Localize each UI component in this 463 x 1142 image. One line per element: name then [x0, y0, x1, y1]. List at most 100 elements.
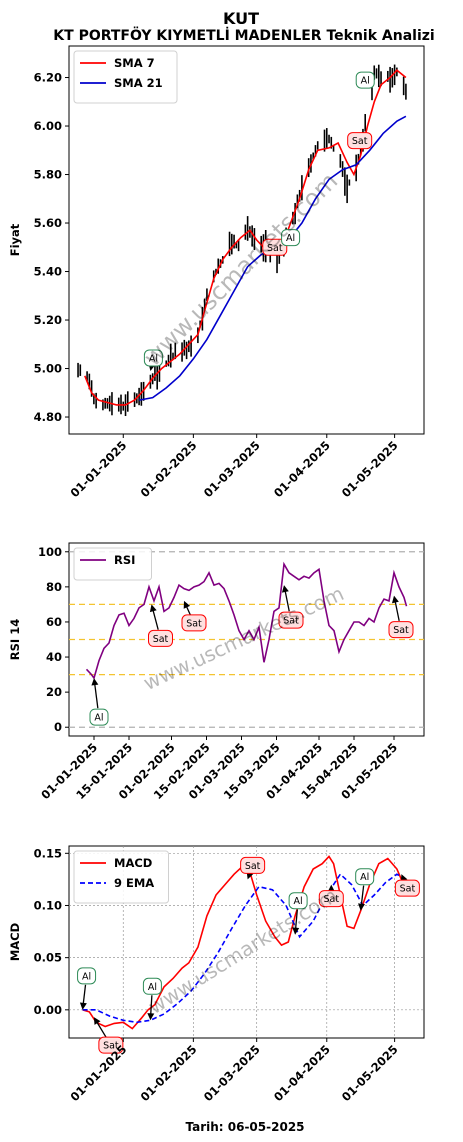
sell-signal-label: Sat [400, 884, 416, 895]
macd-frame [68, 845, 425, 1039]
rsi-ytick-label: 0 [54, 720, 62, 734]
sell-signal-label: Sat [103, 1041, 119, 1052]
buy-signal-box [355, 868, 375, 886]
buy-signal-box [281, 229, 301, 247]
price-ytick-label: 6.20 [34, 71, 62, 85]
buy-signal-box [142, 977, 162, 995]
sell-signal-box [347, 132, 373, 150]
sell-signal-label: Sat [393, 625, 409, 636]
signal-arrow-head [91, 678, 99, 686]
macd-legend-box [73, 850, 169, 904]
price-ytick-label: 6.00 [34, 119, 62, 133]
sell-signal-box [278, 611, 304, 629]
sell-signal-label: Sat [186, 618, 202, 629]
price-ylabel: Fiyat [8, 223, 22, 256]
chart-title: KUT [223, 9, 259, 28]
sell-signal-label: Sat [283, 616, 299, 627]
macd-xtick-label: 01-05-2025 [339, 1042, 401, 1104]
buy-signal-label: Al [82, 971, 91, 982]
macd-legend-label: 9 EMA [114, 876, 154, 890]
buy-signal-box [89, 708, 109, 726]
price-legend-label: SMA 7 [114, 56, 155, 70]
buy-signal-box [77, 967, 97, 985]
macd-xtick-label: 01-02-2025 [138, 1042, 200, 1104]
price-legend-label: SMA 21 [114, 76, 163, 90]
watermark-text: www.uscmarkets.com [138, 167, 343, 372]
rsi-legend-box [73, 547, 152, 581]
sell-signal-box [240, 856, 266, 874]
price-xtick-label: 01-04-2025 [271, 438, 333, 500]
signal-arrow-head [281, 585, 289, 593]
buy-signal-box [288, 892, 308, 910]
rsi-ylabel: RSI 14 [8, 619, 22, 660]
chart-panels: Al Sat Al Sat Al 4.80 5.00 5.20 5.40 5.60 5.80 6.00… [8, 45, 425, 1104]
rsi-ytick-label: 60 [46, 615, 62, 629]
sell-signal-label: Sat [352, 136, 368, 147]
sell-signal-box [181, 614, 207, 632]
price-ytick-label: 4.80 [34, 410, 62, 424]
signal-arrow-shaft [96, 1021, 107, 1038]
buy-signal-label: Al [294, 896, 303, 907]
signal-arrow-head [183, 600, 191, 609]
buy-signal-box [143, 349, 163, 367]
signal-arrow-shaft [150, 995, 153, 1015]
buy-signal-label: Al [149, 353, 158, 364]
rsi-ytick-label: 20 [46, 685, 62, 699]
sell-signal-label: Sat [245, 861, 261, 872]
macd-xtick-label: 01-01-2025 [67, 1042, 129, 1104]
signal-arrow-head [292, 927, 300, 935]
signal-arrow-shaft [94, 683, 99, 709]
price-legend-box [73, 50, 178, 104]
signal-arrow-shaft [360, 885, 365, 905]
price-ytick-label: 5.80 [34, 168, 62, 182]
macd-ylabel: MACD [8, 923, 22, 961]
price-xtick-label: 01-01-2025 [67, 438, 129, 500]
price-ytick-label: 5.60 [34, 216, 62, 230]
buy-signal-label: Al [94, 713, 103, 724]
price-ytick-label: 5.00 [34, 362, 62, 376]
rsi-ytick-label: 100 [38, 545, 62, 559]
signal-arrow-head [327, 884, 335, 892]
macd-ytick-label: 0.10 [34, 898, 62, 912]
watermark-text: www.uscmarkets.com [144, 883, 342, 1019]
price-panel: AlSatAlSatAl4.805.005.205.405.605.806.00… [8, 45, 425, 500]
signal-arrow-shaft [185, 606, 191, 615]
price-xtick-label: 01-05-2025 [339, 438, 401, 500]
signal-arrow-shaft [82, 984, 87, 1004]
macd-legend-label: MACD [114, 856, 152, 870]
macd-panel: Al Sat Al Sat Al Sat Al Sat 0.00 0.05 0.10 0.15 01-0… [8, 845, 425, 1104]
chart-subtitle: KT PORTFÖY KIYMETLİ MADENLER Teknik Anal… [53, 26, 434, 44]
signal-arrow-head [149, 604, 157, 613]
sell-signal-box [148, 629, 173, 647]
rsi-legend-label: RSI [114, 553, 135, 567]
macd-ytick-label: 0.00 [34, 1003, 62, 1017]
price-xtick-label: 01-03-2025 [201, 438, 263, 500]
sell-signal-label: Sat [153, 634, 169, 645]
signal-arrow-head [93, 1017, 101, 1025]
signal-arrow-head [79, 1002, 87, 1010]
signal-arrow-head [147, 1013, 155, 1021]
macd-ytick-label: 0.15 [34, 846, 62, 860]
sell-signal-label: Sat [324, 894, 340, 905]
price-ytick-label: 5.20 [34, 313, 62, 327]
buy-signal-label: Al [361, 76, 370, 87]
sma21-line [138, 115, 407, 401]
buy-signal-label: Al [148, 982, 157, 993]
sell-signal-box [388, 621, 414, 639]
sell-signal-box [318, 890, 344, 908]
macd-xtick-label: 01-03-2025 [201, 1042, 263, 1104]
x-axis-date-label: Tarih: 06-05-2025 [185, 1120, 304, 1134]
sell-signal-box [98, 1036, 124, 1054]
buy-signal-label: Al [360, 872, 369, 883]
signal-arrow-shaft [294, 909, 298, 929]
macd-ytick-label: 0.05 [34, 951, 62, 965]
rsi-ytick-label: 40 [46, 650, 62, 664]
rsi-ytick-label: 80 [46, 580, 62, 594]
price-ytick-label: 5.40 [34, 265, 62, 279]
signal-arrow-shaft [394, 601, 400, 621]
buy-signal-box [355, 71, 375, 89]
sell-signal-box [394, 879, 420, 897]
macd-xtick-label: 01-04-2025 [271, 1042, 333, 1104]
